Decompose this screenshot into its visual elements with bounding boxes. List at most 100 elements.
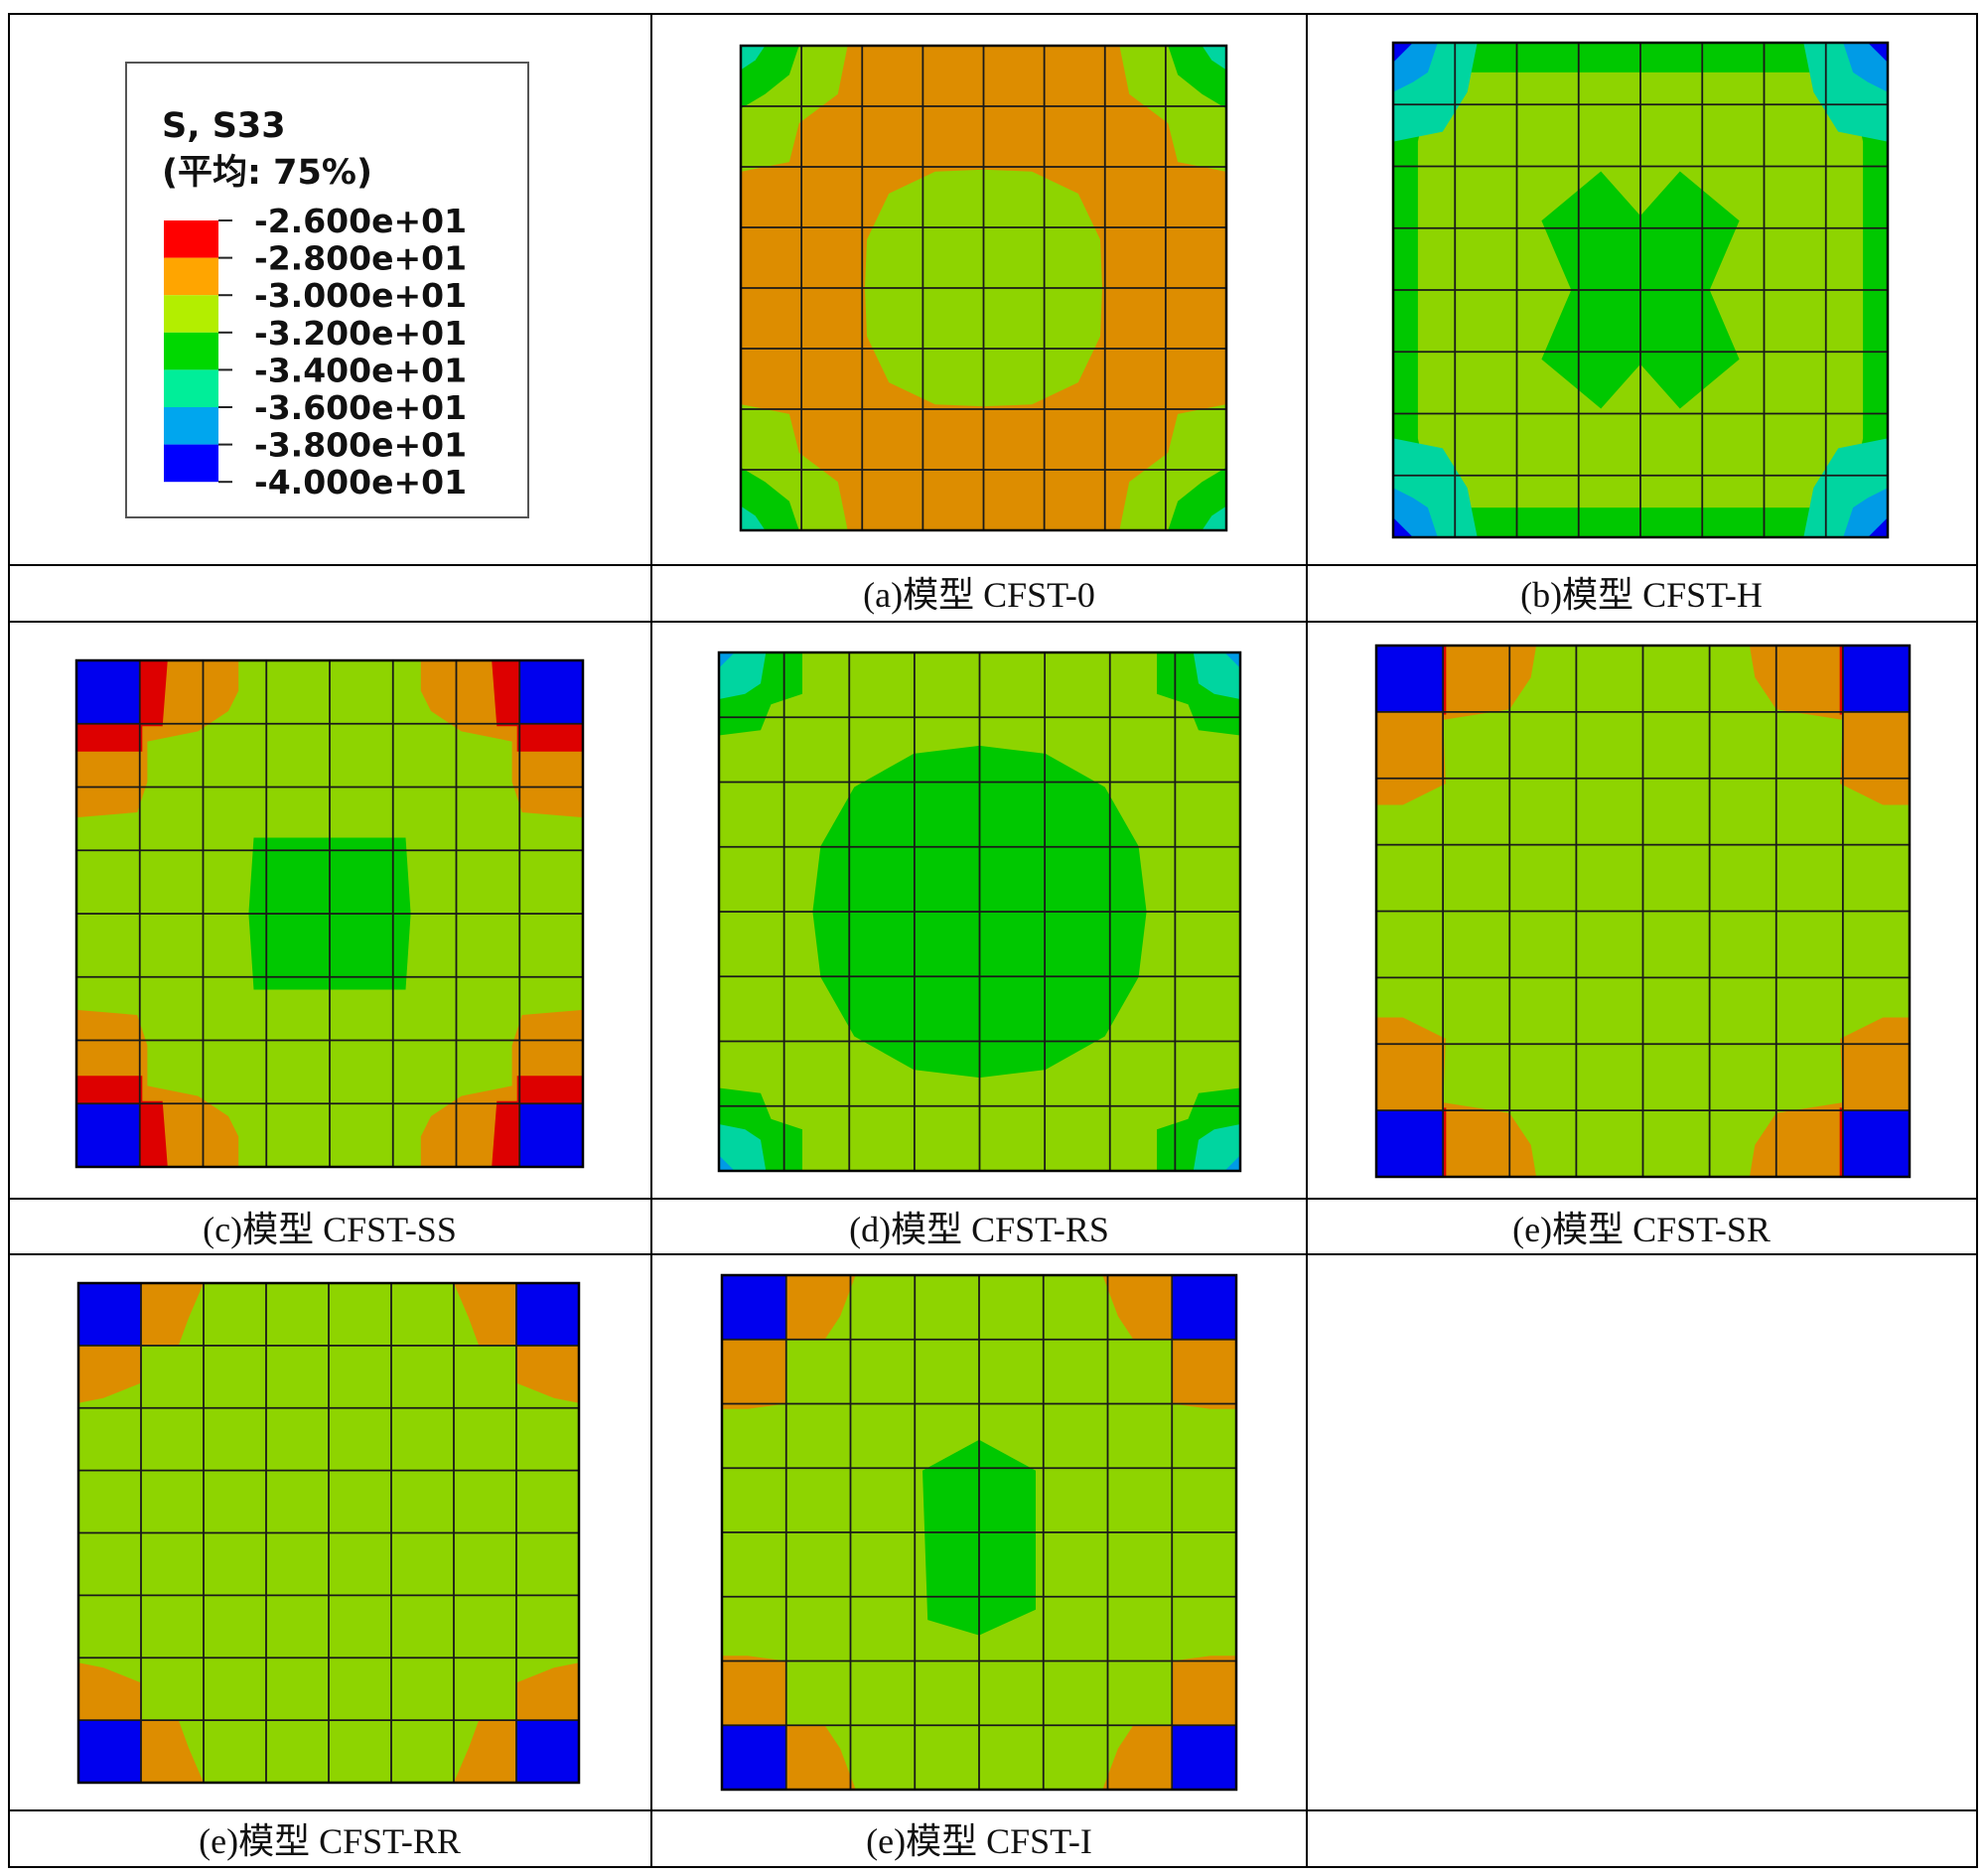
contour-region: [1172, 1656, 1236, 1726]
contour-region: [76, 1076, 143, 1106]
contour-region: [741, 46, 799, 109]
panel-cfst-h: [1391, 41, 1890, 539]
panel-cfst-i: [720, 1273, 1238, 1792]
table-grid: [8, 13, 1978, 1868]
contour-region: [516, 1345, 579, 1403]
contour-region: [1224, 1155, 1240, 1171]
contour-region: [1102, 1275, 1173, 1340]
contour-region: [719, 1124, 767, 1171]
contour-region: [1393, 488, 1438, 537]
contour-region: [492, 660, 522, 727]
legend-value-label: -3.400e+01: [254, 351, 467, 389]
contour-region: [1393, 43, 1438, 92]
legend-title: S, S33: [162, 106, 286, 146]
contour-region: [785, 1725, 856, 1790]
caption-e-rr: (e)模型 CFST-RR: [199, 1821, 461, 1861]
legend-value-label: -3.000e+01: [254, 276, 467, 315]
caption-e-i: (e)模型 CFST-I: [866, 1821, 1092, 1861]
panel-cfst-rr: [76, 1281, 581, 1785]
contour-region: [1202, 505, 1226, 530]
panel-outline: [720, 1273, 1238, 1792]
contour-region: [76, 721, 143, 752]
contour-region: [141, 1720, 204, 1783]
legend-value-label: -3.600e+01: [254, 388, 467, 427]
mesh-grid: [741, 46, 1226, 530]
contour-region: [1376, 646, 1444, 712]
contour-region: [1842, 1110, 1910, 1177]
contour-region: [492, 1100, 522, 1167]
contour-region: [1102, 1725, 1173, 1790]
caption-b: (b)模型 CFST-H: [1520, 575, 1763, 615]
contour-region: [1840, 1017, 1910, 1111]
contour-region: [78, 1283, 141, 1346]
contour-region: [1172, 1339, 1236, 1409]
panel-cfst-rs: [717, 650, 1242, 1173]
contour-region: [1172, 1275, 1236, 1340]
contour-region: [516, 1662, 579, 1721]
panel-cfst-0: [739, 44, 1228, 532]
mesh-grid: [76, 660, 583, 1167]
mesh-grid: [719, 652, 1240, 1171]
contour-region: [1393, 517, 1413, 537]
contour-region: [137, 1100, 168, 1167]
contour-region: [722, 1339, 786, 1409]
legend-value-labels: -2.600e+01-2.800e+01-3.000e+01-3.200e+01…: [218, 202, 467, 502]
contour-region: [1376, 1017, 1446, 1111]
contour-region: [76, 1103, 140, 1167]
caption-a: (a)模型 CFST-0: [863, 575, 1095, 615]
legend-band: [164, 332, 218, 370]
legend-value-label: -3.200e+01: [254, 314, 467, 353]
contour-region: [1443, 1102, 1537, 1177]
panel-outline: [76, 1281, 581, 1785]
mesh-grid: [1393, 43, 1888, 537]
contour-region: [1376, 711, 1446, 805]
panel-outline: [717, 650, 1242, 1173]
caption-e-sr: (e)模型 CFST-SR: [1512, 1210, 1771, 1249]
contour-region: [741, 46, 766, 71]
legend-color-bands: [164, 220, 218, 483]
legend-averaging: (平均: 75%): [162, 153, 372, 193]
contour-region: [516, 1720, 579, 1783]
contour-region: [454, 1283, 516, 1346]
contour-region: [516, 1283, 579, 1346]
contour-region: [1749, 1102, 1843, 1177]
panel-outline: [739, 44, 1228, 532]
mesh-grid: [722, 1275, 1236, 1790]
legend-band: [164, 257, 218, 296]
contour-region: [78, 1345, 141, 1403]
contour-region: [1443, 646, 1447, 715]
contour-region: [1840, 711, 1910, 805]
contour-region: [141, 1283, 204, 1346]
panel-cfst-sr: [1374, 644, 1912, 1179]
panel-outline: [1391, 41, 1890, 539]
legend-band: [164, 295, 218, 333]
contour-region: [1443, 1107, 1447, 1177]
contour-region: [78, 1662, 141, 1721]
contour-region: [722, 1656, 786, 1726]
contour-region: [1376, 1110, 1444, 1177]
contour-region: [1202, 46, 1226, 71]
contour-region: [454, 1720, 516, 1783]
contour-region: [1224, 652, 1240, 668]
legend-value-label: -3.800e+01: [254, 426, 467, 465]
contour-region: [76, 660, 140, 724]
mesh-grid: [78, 1283, 579, 1783]
caption-c: (c)模型 CFST-SS: [203, 1210, 457, 1249]
contour-region: [1193, 1124, 1240, 1171]
legend-band: [164, 444, 218, 483]
contour-region: [1193, 652, 1240, 699]
contour-region: [1172, 1725, 1236, 1790]
contour-region: [519, 1103, 583, 1167]
contour-region: [1168, 467, 1226, 530]
mesh-grid: [1376, 646, 1910, 1177]
contour-region: [719, 652, 767, 699]
contour-region: [137, 660, 168, 727]
contour-region: [516, 1076, 583, 1106]
contour-region: [1443, 646, 1537, 720]
contour-region: [1168, 46, 1226, 109]
legend-value-label: -2.600e+01: [254, 202, 467, 240]
panel-cfst-ss: [74, 658, 585, 1169]
caption-d: (d)模型 CFST-RS: [849, 1210, 1109, 1249]
legend-band: [164, 220, 218, 258]
legend-band: [164, 407, 218, 445]
